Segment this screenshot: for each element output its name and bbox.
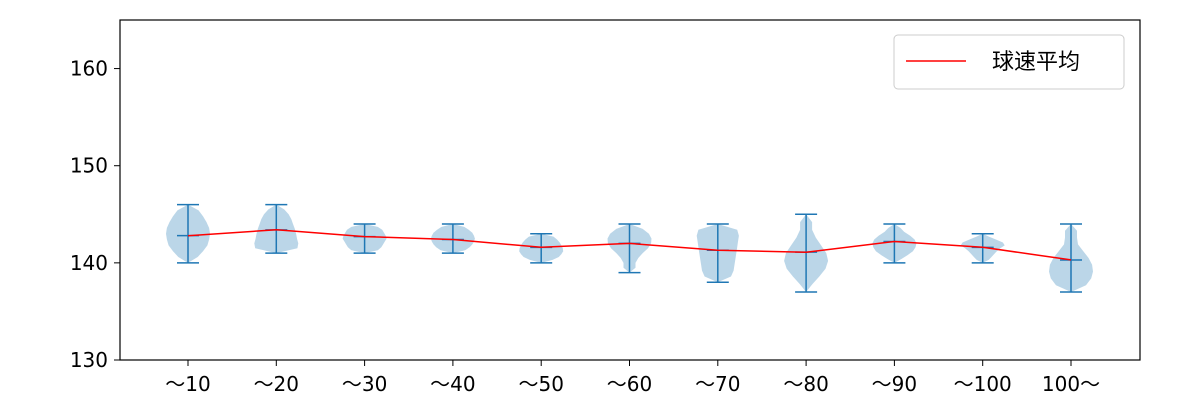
mean-line-group [187,229,1072,261]
series-line-mean-speed [187,229,1072,261]
x-tick-label: ～10 [165,372,210,396]
y-axis: 130 140 150 160 [70,57,120,372]
x-tick-label: 100～ [1042,372,1100,396]
y-tick-label: 130 [70,348,108,372]
x-tick-label: ～70 [695,372,740,396]
legend-box [893,34,1125,90]
x-axis: ～10 ～20 ～30 ～40 ～50 ～60 ～70 ～80 ～90 ～100 100～ [165,360,1100,396]
y-tick-label: 140 [70,251,108,275]
x-tick-label: ～40 [430,372,475,396]
x-tick-label: ～80 [783,372,828,396]
x-tick-label: ～50 [518,372,563,396]
x-tick-label: ～30 [342,372,387,396]
y-tick-label: 160 [70,57,108,81]
x-tick-label: ～100 [954,372,1012,396]
x-tick-label: ～20 [254,372,299,396]
x-tick-label: ～90 [872,372,917,396]
y-tick-label: 150 [70,154,108,178]
x-tick-label: ～60 [607,372,652,396]
legend: 球速平均 [893,34,1125,90]
whisker-group [177,203,1082,293]
legend-label: 球速平均 [992,50,1080,75]
